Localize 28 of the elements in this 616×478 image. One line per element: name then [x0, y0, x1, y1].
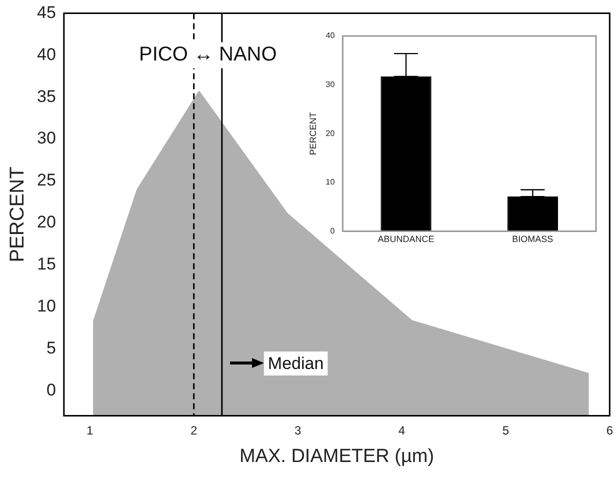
x-tick-label: BIOMASS — [512, 234, 554, 244]
x-tick-label: ABUNDANCE — [378, 234, 434, 244]
x-tick-label: 1 — [86, 423, 94, 438]
y-tick-label: 10 — [326, 178, 336, 187]
y-tick-label: 10 — [36, 296, 56, 316]
y-tick-label: 20 — [36, 212, 56, 232]
y-tick-label: 30 — [326, 80, 336, 90]
x-axis-title: MAX. DIAMETER (µm) — [239, 446, 434, 467]
x-tick-label: 6 — [606, 423, 614, 438]
x-tick-label: 3 — [294, 423, 302, 438]
y-tick-label: 45 — [36, 2, 56, 22]
y-tick-label: 0 — [46, 380, 56, 400]
y-tick-label: 25 — [36, 170, 56, 190]
y-tick-label: 40 — [326, 31, 336, 40]
y-tick-label: 0 — [330, 226, 336, 236]
y-tick-label: 35 — [36, 86, 56, 106]
y-axis-title: PERCENT — [308, 112, 318, 156]
y-tick-label: 20 — [326, 128, 336, 138]
y-tick-label: 30 — [36, 128, 56, 148]
y-tick-label: 40 — [36, 44, 56, 64]
x-tick-label: 4 — [398, 423, 406, 438]
x-tick-label: 2 — [190, 423, 198, 438]
x-tick-label: 5 — [502, 423, 510, 438]
y-axis-title: PERCENT — [6, 166, 29, 262]
y-tick-label: 15 — [36, 254, 56, 274]
annotation: PICO ↔ NANO — [138, 44, 277, 66]
y-tick-label: 5 — [46, 338, 56, 358]
ref-line-label: Median — [268, 354, 324, 374]
